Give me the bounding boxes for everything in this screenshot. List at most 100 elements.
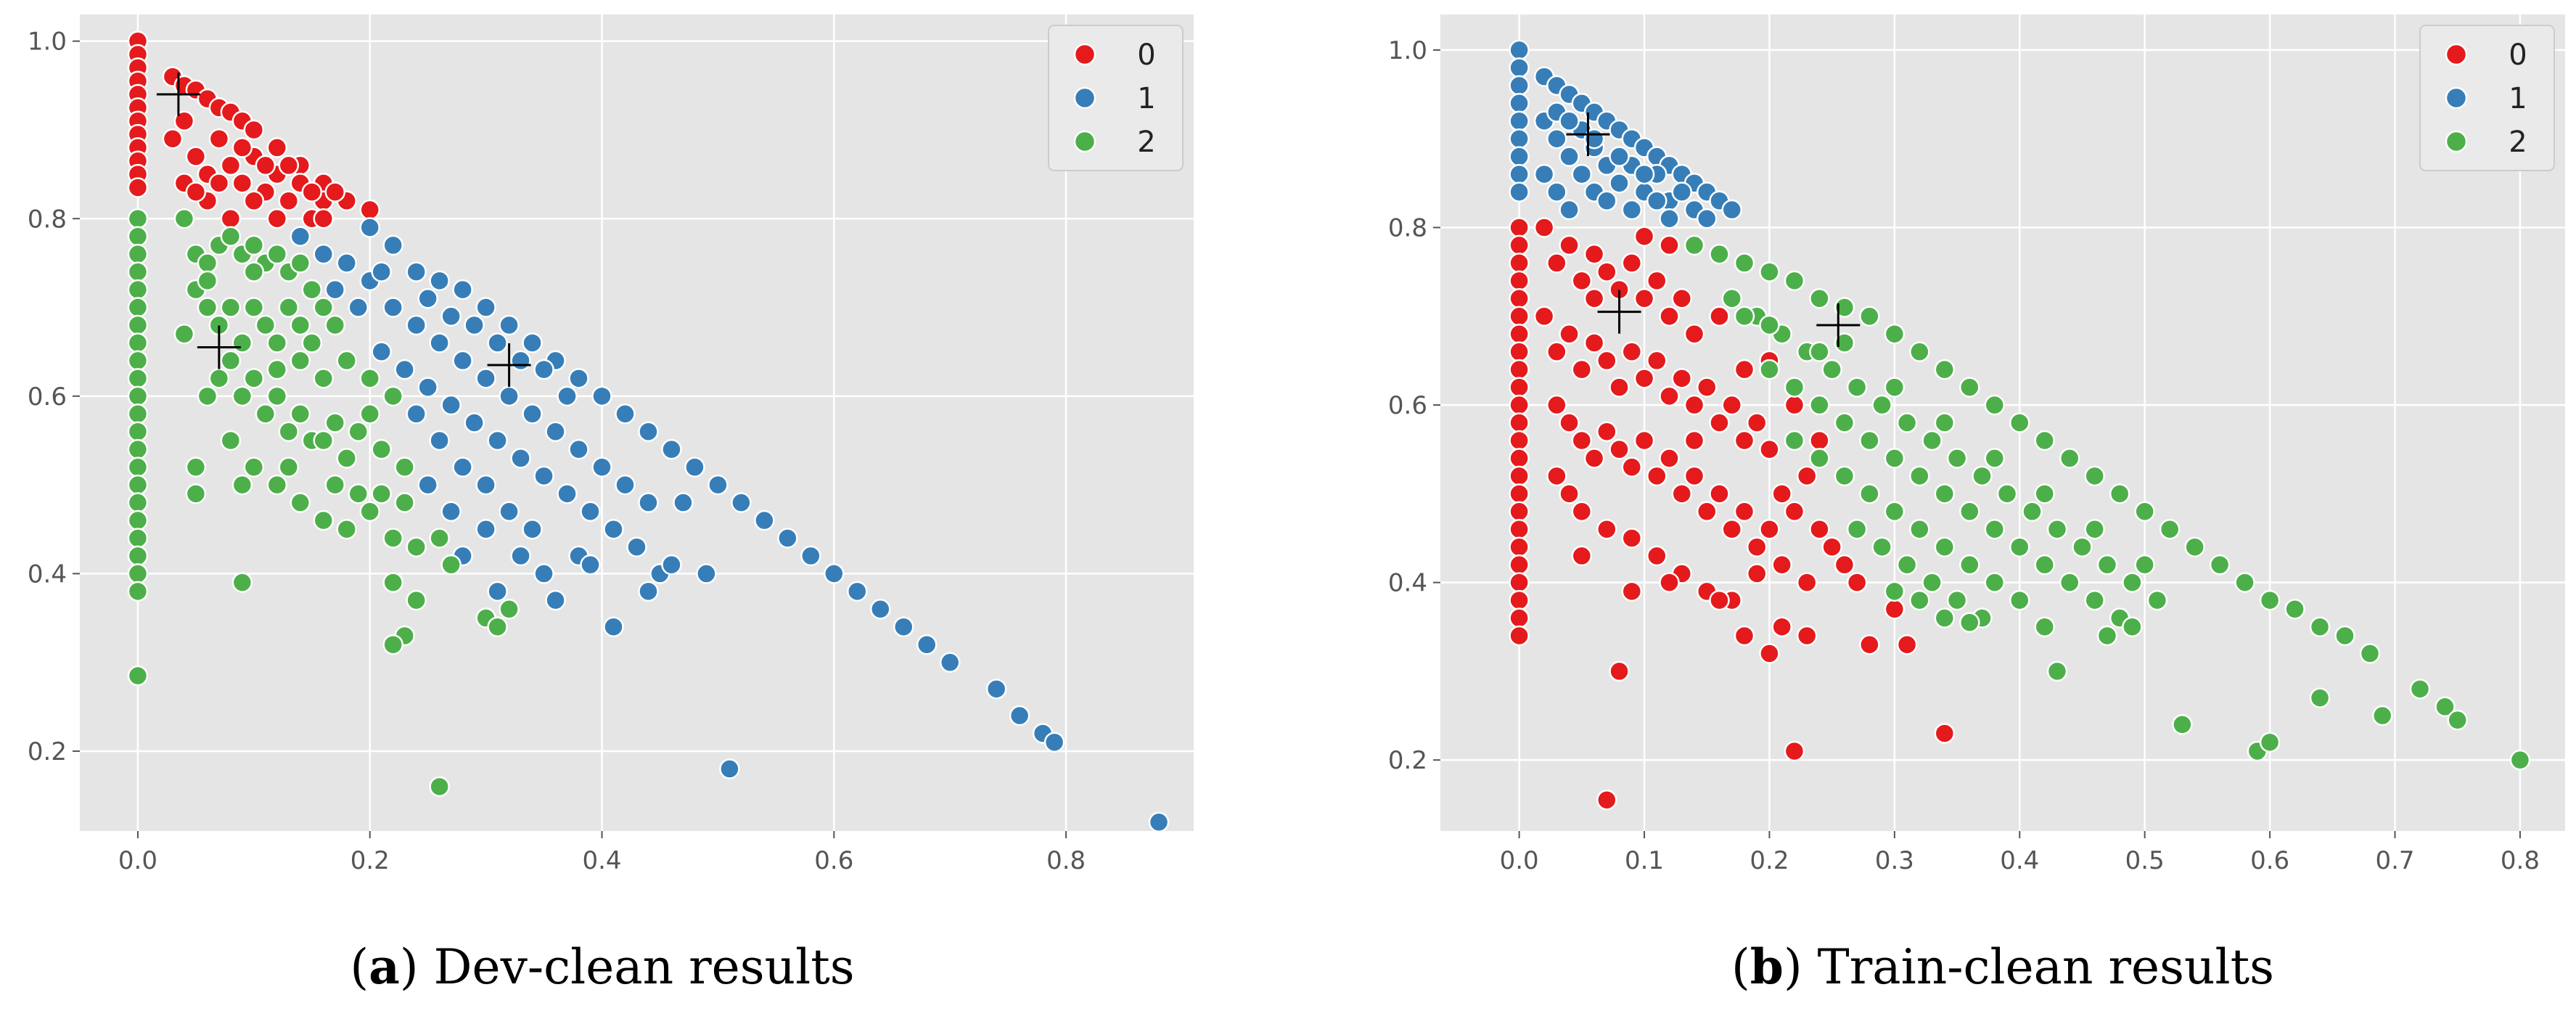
point-cluster-2 [348, 421, 369, 442]
point-cluster-0 [243, 119, 265, 141]
point-cluster-2 [1884, 581, 1906, 602]
point-cluster-1 [707, 474, 729, 496]
point-cluster-0 [185, 146, 207, 167]
point-cluster-0 [1546, 253, 1567, 274]
point-cluster-0 [301, 181, 323, 202]
point-cluster-2 [2122, 616, 2143, 637]
point-cluster-2 [2372, 705, 2393, 726]
point-cluster-2 [266, 385, 288, 407]
point-cluster-1 [452, 457, 473, 478]
point-cluster-0 [1509, 377, 1530, 398]
point-cluster-1 [1509, 181, 1530, 202]
point-cluster-0 [1571, 359, 1593, 380]
point-cluster-2 [336, 448, 358, 469]
point-cluster-2 [2134, 501, 2155, 523]
point-cluster-1 [580, 554, 601, 576]
point-cluster-2 [324, 314, 346, 336]
x-tick-label: 0.5 [2125, 846, 2165, 875]
point-cluster-2 [1859, 483, 1880, 504]
point-cluster-0 [1609, 660, 1630, 682]
point-cluster-2 [290, 492, 311, 513]
point-cluster-1 [1696, 208, 1718, 229]
point-cluster-2 [2072, 536, 2093, 557]
point-cluster-2 [1846, 377, 1868, 398]
point-cluster-2 [440, 554, 462, 576]
point-cluster-0 [1596, 789, 1617, 811]
point-cluster-1 [719, 758, 740, 779]
point-cluster-0 [1559, 412, 1580, 433]
point-cluster-1 [545, 589, 566, 611]
point-cluster-2 [1959, 612, 1980, 633]
point-cluster-0 [359, 199, 380, 221]
point-cluster-2 [1896, 554, 1918, 576]
point-cluster-2 [1834, 412, 1855, 433]
point-cluster-0 [1509, 465, 1530, 487]
point-cluster-0 [1509, 625, 1530, 647]
point-cluster-2 [2146, 589, 2168, 611]
point-cluster-0 [1746, 536, 1768, 557]
point-cluster-2 [2059, 572, 2080, 593]
point-cluster-0 [1759, 438, 1780, 460]
point-cluster-2 [2447, 709, 2468, 731]
point-cluster-0 [1509, 323, 1530, 345]
point-cluster-2 [220, 297, 242, 318]
point-cluster-0 [1509, 234, 1530, 256]
point-cluster-2 [359, 501, 380, 523]
point-cluster-1 [382, 234, 403, 256]
point-cluster-1 [440, 501, 462, 523]
point-cluster-0 [1784, 740, 1805, 762]
x-tick-label: 0.1 [1625, 846, 1664, 875]
point-cluster-1 [406, 404, 427, 425]
point-cluster-1 [475, 518, 496, 540]
point-cluster-1 [557, 483, 578, 504]
point-cluster-1 [290, 226, 311, 247]
legend-box [1048, 25, 1184, 171]
point-cluster-0 [1734, 359, 1755, 380]
point-cluster-1 [1043, 732, 1065, 753]
point-cluster-0 [1734, 430, 1755, 451]
point-cluster-2 [1809, 448, 1830, 469]
point-cluster-0 [1559, 234, 1580, 256]
point-cluster-1 [475, 297, 496, 318]
point-cluster-2 [1884, 448, 1906, 469]
point-cluster-2 [1871, 394, 1892, 416]
point-cluster-0 [1509, 589, 1530, 611]
point-cluster-2 [127, 563, 149, 584]
point-cluster-2 [2084, 518, 2105, 540]
point-cluster-1 [487, 581, 508, 602]
point-cluster-2 [2084, 589, 2105, 611]
point-cluster-2 [2096, 554, 2118, 576]
point-cluster-1 [475, 368, 496, 389]
point-cluster-2 [197, 385, 218, 407]
point-cluster-0 [1646, 350, 1668, 372]
point-cluster-0 [1671, 483, 1693, 504]
point-cluster-2 [231, 474, 253, 496]
point-cluster-2 [1759, 261, 1780, 282]
point-cluster-0 [208, 173, 230, 194]
point-cluster-0 [1646, 545, 1668, 567]
point-cluster-2 [1734, 306, 1755, 327]
y-tick-label: 0.4 [28, 560, 67, 589]
point-cluster-0 [1509, 270, 1530, 292]
point-cluster-1 [684, 457, 705, 478]
point-cluster-2 [220, 226, 242, 247]
point-cluster-2 [127, 438, 149, 460]
point-cluster-1 [1148, 811, 1170, 833]
x-tick-label: 0.6 [814, 846, 853, 875]
point-cluster-2 [1859, 430, 1880, 451]
legend-label-2: 2 [1137, 126, 1155, 159]
legend-box [2419, 25, 2555, 171]
point-cluster-1 [1596, 190, 1617, 212]
point-cluster-0 [1809, 518, 1830, 540]
point-cluster-1 [533, 465, 554, 487]
point-cluster-1 [371, 261, 392, 282]
point-cluster-0 [1621, 528, 1643, 549]
x-tick-label: 0.7 [2375, 846, 2414, 875]
point-cluster-2 [127, 404, 149, 425]
legend-marker-1 [1073, 86, 1096, 110]
point-cluster-0 [1546, 465, 1567, 487]
point-cluster-2 [1909, 341, 1930, 362]
point-cluster-2 [278, 297, 300, 318]
point-cluster-1 [464, 314, 485, 336]
point-cluster-1 [731, 492, 752, 513]
